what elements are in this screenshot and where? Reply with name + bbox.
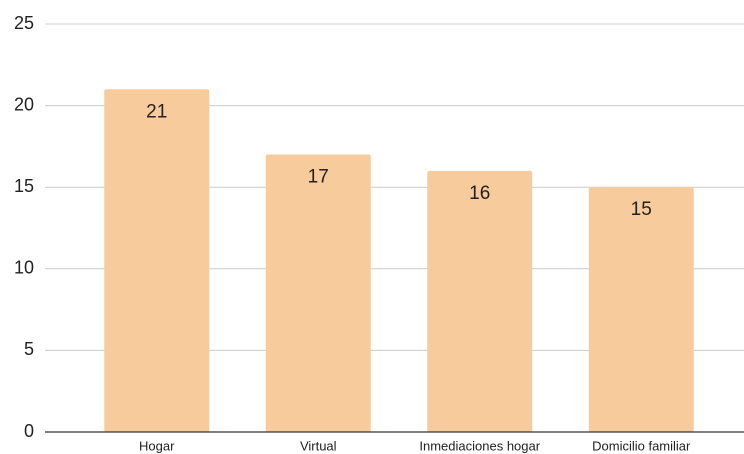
data-label: 21: [146, 101, 167, 122]
y-tick-label: 5: [24, 339, 34, 359]
bar: [265, 154, 371, 432]
x-tick-label: Virtual: [300, 438, 337, 453]
data-label: 17: [308, 167, 329, 188]
x-tick-label: Hogar: [139, 438, 175, 453]
y-tick-label: 0: [24, 421, 34, 441]
y-tick-label: 15: [14, 176, 34, 196]
bar: [427, 170, 533, 432]
bar: [104, 89, 210, 432]
x-tick-label: Inmediaciones hogar: [419, 438, 540, 453]
y-tick-label: 10: [14, 258, 34, 278]
data-label: 15: [631, 199, 652, 220]
y-tick-label: 20: [14, 94, 34, 114]
bar: [588, 187, 694, 432]
y-tick-label: 25: [14, 13, 34, 33]
x-tick-label: Domicilio familiar: [592, 438, 691, 453]
data-label: 16: [469, 183, 490, 204]
